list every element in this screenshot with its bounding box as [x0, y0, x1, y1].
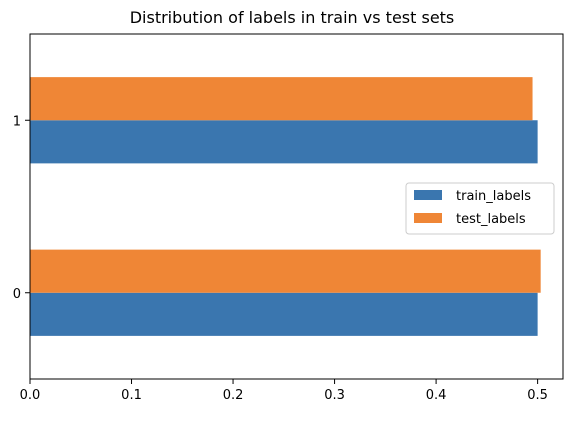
bar-train-labels-1	[30, 120, 538, 164]
y-tick-label: 1	[13, 114, 21, 129]
x-tick-label: 0.3	[324, 388, 345, 403]
x-tick-label: 0.0	[20, 388, 41, 403]
legend-label-train-labels: train_labels	[456, 189, 531, 204]
y-axis: 01	[13, 114, 30, 302]
legend-swatch-train-labels	[414, 190, 442, 200]
x-tick-label: 0.2	[223, 388, 244, 403]
bars-layer	[30, 77, 541, 336]
x-tick-label: 0.5	[527, 388, 548, 403]
bar-test-labels-1	[30, 77, 533, 121]
bar-test-labels-0	[30, 249, 541, 293]
y-tick-label: 0	[13, 287, 21, 302]
legend: train_labels test_labels	[405, 182, 555, 235]
plot-frame	[29, 33, 564, 380]
legend-swatch-test-labels	[414, 213, 442, 223]
legend-box	[405, 182, 555, 235]
bar-train-labels-0	[30, 292, 538, 336]
legend-label-test-labels: test_labels	[456, 212, 526, 227]
x-tick-label: 0.4	[426, 388, 447, 403]
x-axis: 0.0 0.1 0.2 0.3 0.4 0.5	[20, 379, 548, 403]
x-tick-label: 0.1	[121, 388, 142, 403]
chart-title: Distribution of labels in train vs test …	[130, 8, 455, 27]
